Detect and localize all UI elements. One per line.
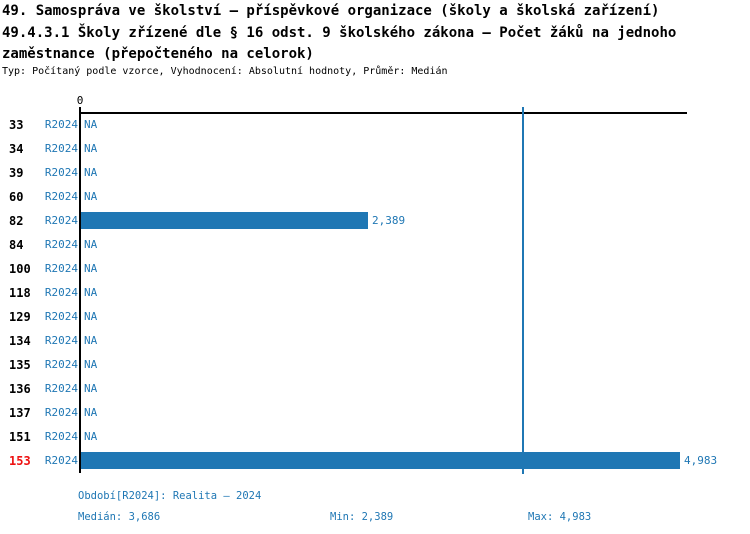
y-axis-line	[79, 107, 81, 473]
row-value-na-label: NA	[84, 286, 98, 299]
row-period-label: R2024	[44, 406, 78, 419]
row-period-label: R2024	[44, 214, 78, 227]
row-period-label: R2024	[44, 430, 78, 443]
chart-rows: 33 R2024 NA 34 R2024 NA 39 R2024 NA 60 R2024 NA 82 R2…	[0, 113, 750, 473]
row-category-label: 84	[9, 238, 24, 252]
row-value-na-label: NA	[84, 166, 98, 179]
row-category-label: 137	[9, 406, 31, 420]
chart-row: 136 R2024 NA	[0, 377, 750, 401]
row-period-label: R2024	[44, 286, 78, 299]
row-value-na-label: NA	[84, 238, 98, 251]
row-value-label: 2,389	[372, 214, 406, 227]
row-period-label: R2024	[44, 334, 78, 347]
row-category-label: 151	[9, 430, 31, 444]
row-category-label: 134	[9, 334, 31, 348]
chart-row: 129 R2024 NA	[0, 305, 750, 329]
chart-row: 153 R2024 4,983	[0, 449, 750, 473]
chart-subtitle: Typ: Počítaný podle vzorce, Vyhodnocení:…	[2, 66, 448, 77]
row-category-label: 33	[9, 118, 24, 132]
row-category-label: 39	[9, 166, 24, 180]
footer-max-label: Max: 4,983	[528, 511, 592, 523]
row-value-na-label: NA	[84, 382, 98, 395]
x-axis-zero-tick-label: 0	[76, 94, 84, 107]
row-category-label: 135	[9, 358, 31, 372]
chart-row: 34 R2024 NA	[0, 137, 750, 161]
row-category-label: 100	[9, 262, 31, 276]
x-axis-top-line	[80, 112, 687, 114]
chart-row: 118 R2024 NA	[0, 281, 750, 305]
row-period-label: R2024	[44, 310, 78, 323]
footer-period-label: Období[R2024]: Realita – 2024	[78, 490, 262, 502]
chart-title-line1: 49. Samospráva ve školství – příspěvkové…	[2, 3, 660, 19]
row-bar	[81, 212, 368, 229]
chart-row: 100 R2024 NA	[0, 257, 750, 281]
row-category-label: 136	[9, 382, 31, 396]
row-value-na-label: NA	[84, 190, 98, 203]
row-period-label: R2024	[44, 262, 78, 275]
row-category-label: 60	[9, 190, 24, 204]
chart-title-line2: 49.4.3.1 Školy zřízené dle § 16 odst. 9 …	[2, 25, 677, 41]
chart-row: 84 R2024 NA	[0, 233, 750, 257]
row-period-label: R2024	[44, 382, 78, 395]
chart-row: 135 R2024 NA	[0, 353, 750, 377]
row-bar	[81, 452, 680, 469]
row-period-label: R2024	[44, 190, 78, 203]
row-category-label: 153	[9, 454, 31, 468]
row-category-label: 118	[9, 286, 31, 300]
chart-row: 134 R2024 NA	[0, 329, 750, 353]
footer-median-label: Medián: 3,686	[78, 511, 161, 523]
chart-row: 39 R2024 NA	[0, 161, 750, 185]
row-period-label: R2024	[44, 142, 78, 155]
row-value-na-label: NA	[84, 142, 98, 155]
chart-row: 151 R2024 NA	[0, 425, 750, 449]
chart-row: 82 R2024 2,389	[0, 209, 750, 233]
row-period-label: R2024	[44, 166, 78, 179]
row-period-label: R2024	[44, 238, 78, 251]
row-value-na-label: NA	[84, 406, 98, 419]
row-period-label: R2024	[44, 118, 78, 131]
row-period-label: R2024	[44, 358, 78, 371]
median-line	[522, 107, 525, 474]
row-category-label: 34	[9, 142, 24, 156]
row-value-na-label: NA	[84, 334, 98, 347]
row-value-label: 4,983	[684, 454, 718, 467]
row-value-na-label: NA	[84, 358, 98, 371]
row-value-na-label: NA	[84, 262, 98, 275]
chart-title-line3: zaměstnance (přepočteného na celorok)	[2, 46, 314, 62]
row-value-na-label: NA	[84, 118, 98, 131]
row-category-label: 82	[9, 214, 24, 228]
row-value-na-label: NA	[84, 310, 98, 323]
row-period-label: R2024	[44, 454, 78, 467]
chart-row: 60 R2024 NA	[0, 185, 750, 209]
row-value-na-label: NA	[84, 430, 98, 443]
chart-row: 33 R2024 NA	[0, 113, 750, 137]
footer-min-label: Min: 2,389	[330, 511, 394, 523]
row-category-label: 129	[9, 310, 31, 324]
chart-row: 137 R2024 NA	[0, 401, 750, 425]
